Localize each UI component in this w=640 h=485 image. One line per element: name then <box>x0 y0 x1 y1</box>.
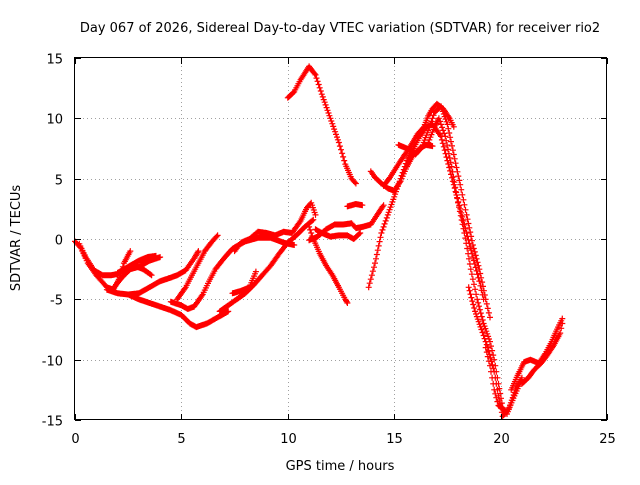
data-point <box>365 121 487 303</box>
plot-frame <box>74 57 607 420</box>
data-point <box>344 201 366 210</box>
data-point <box>367 141 436 194</box>
series-track-21 <box>425 115 523 417</box>
y-tick-label: 5 <box>55 174 63 189</box>
data-point <box>114 252 159 276</box>
x-tick-label: 0 <box>71 432 79 447</box>
series-track-8 <box>174 232 221 303</box>
y-tick-label: 10 <box>46 113 63 128</box>
x-axis-title: GPS time / hours <box>286 459 395 474</box>
series-track-25 <box>518 320 566 387</box>
axis-ticks: 0 5 10 15 20 25 -15 -10 -5 0 5 10 15 <box>42 53 616 448</box>
data-point <box>518 320 566 387</box>
y-axis-title: SDTVAR / TECUs <box>9 185 24 292</box>
series-track-10 <box>229 268 259 297</box>
y-tick-label: 15 <box>46 53 63 68</box>
data-point <box>395 103 493 321</box>
data-point <box>125 291 232 331</box>
data-point <box>306 202 387 244</box>
series-track-20 <box>395 103 493 321</box>
series-track-16 <box>284 63 359 187</box>
series-track-17 <box>367 141 436 194</box>
data-series <box>72 63 566 420</box>
y-tick-label: 0 <box>55 234 63 249</box>
series-track-24 <box>508 315 566 393</box>
series-track-4 <box>114 252 159 276</box>
chart-title: Day 067 of 2026, Sidereal Day-to-day VTE… <box>80 21 600 36</box>
data-point <box>174 232 221 303</box>
x-tick-label: 25 <box>599 432 616 447</box>
data-point <box>465 284 525 420</box>
series-track-19 <box>365 121 487 303</box>
x-tick-label: 20 <box>493 432 510 447</box>
data-point <box>284 63 359 187</box>
x-tick-label: 10 <box>280 432 297 447</box>
series-track-14 <box>306 202 387 244</box>
data-point <box>229 268 259 297</box>
y-tick-label: -5 <box>50 294 63 309</box>
x-tick-label: 5 <box>177 432 185 447</box>
y-tick-label: -10 <box>42 355 63 370</box>
grid-lines <box>75 58 607 420</box>
series-track-6 <box>125 291 232 331</box>
data-point <box>508 315 566 393</box>
y-tick-label: -15 <box>42 415 63 430</box>
series-track-11 <box>231 199 319 255</box>
series-track-15 <box>344 201 366 210</box>
series-track-23 <box>482 344 508 414</box>
series-track-22 <box>465 284 525 420</box>
data-point <box>425 115 523 417</box>
data-point <box>482 344 508 414</box>
data-point <box>231 199 319 255</box>
x-tick-label: 15 <box>386 432 403 447</box>
